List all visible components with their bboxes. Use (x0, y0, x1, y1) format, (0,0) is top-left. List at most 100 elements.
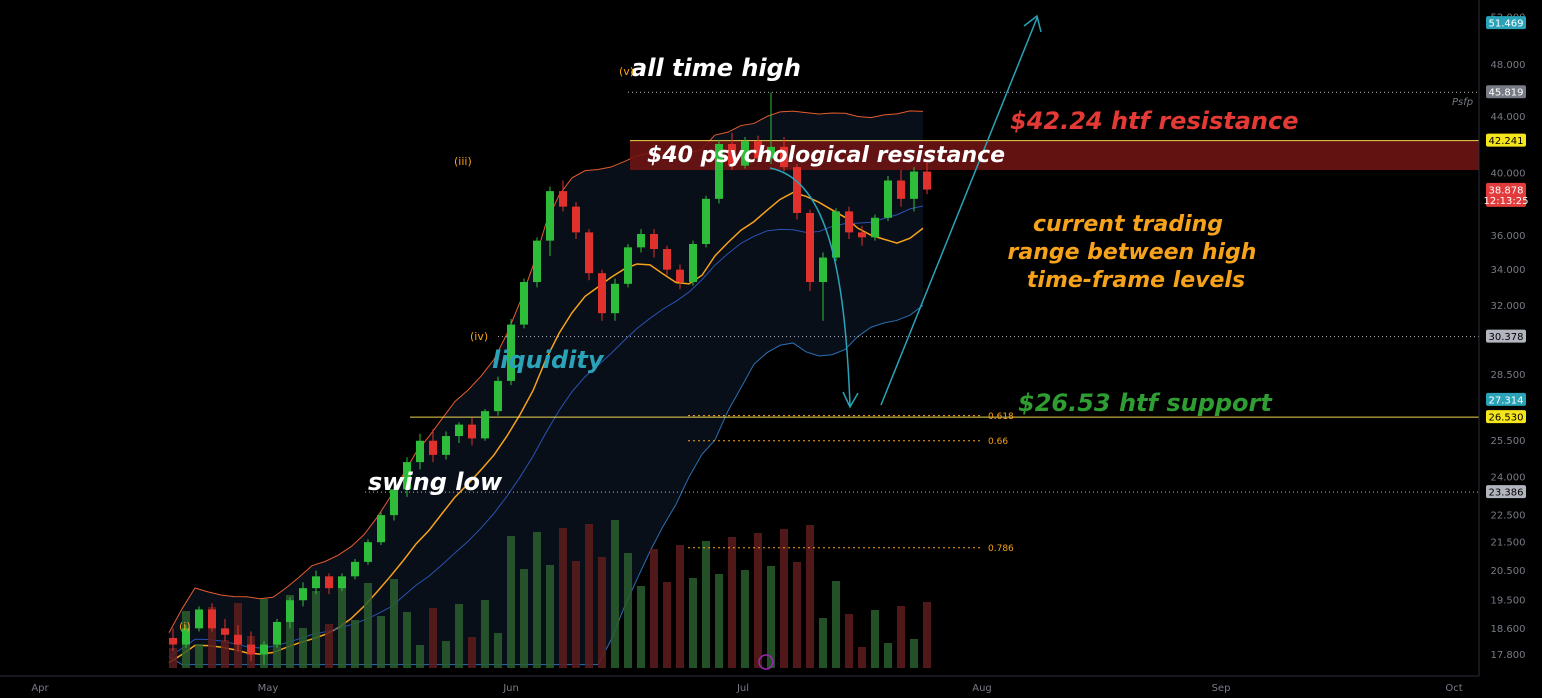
htf-support-label: $26.53 htf support (1018, 389, 1273, 417)
volume-bar (338, 587, 346, 668)
candle-body (728, 144, 736, 166)
wave-iv-label: (iv) (470, 330, 488, 343)
candle-body (923, 171, 931, 190)
candle-body (754, 141, 762, 159)
candle-body (806, 212, 814, 283)
price-tick-label: 17.800 (1491, 650, 1526, 661)
candle-body (897, 180, 905, 199)
time-axis: Apr May Jun Jul Aug Sep Oct (0, 675, 1479, 694)
volume-bar (494, 633, 502, 668)
candle-body (442, 436, 450, 455)
candle-body (299, 588, 307, 601)
candle-body (676, 269, 684, 283)
volume-bar (780, 529, 788, 668)
volume-bar (559, 528, 567, 668)
countdown-label: 12:13:25 (1484, 196, 1529, 207)
candle-body (481, 411, 489, 439)
price-tick-label: 32.000 (1491, 301, 1526, 312)
volume-bar (403, 612, 411, 668)
volume-bar (897, 606, 905, 668)
volume-bar (325, 624, 333, 668)
price-tick-label: 44.000 (1491, 112, 1526, 123)
volume-bar (767, 566, 775, 668)
volume-bar (702, 541, 710, 668)
candle-body (598, 273, 606, 314)
price-tick-label: 28.500 (1491, 370, 1526, 381)
price-tick-label: 19.500 (1491, 596, 1526, 607)
candle-body (494, 380, 502, 412)
candle-body (273, 621, 281, 645)
candle-body (520, 282, 528, 325)
candle-body (819, 257, 827, 283)
volume-bar (871, 610, 879, 668)
candle-body (429, 440, 437, 455)
volume-bar (364, 583, 372, 668)
candle-body (689, 243, 697, 283)
candle-body (767, 146, 775, 159)
candle-body (858, 232, 866, 238)
price-tick-label: 34.000 (1491, 265, 1526, 276)
volume-bar (858, 647, 866, 668)
volume-bars (169, 520, 931, 668)
price-tick-label: 24.000 (1491, 472, 1526, 483)
volume-bar (689, 578, 697, 668)
volume-bar (416, 645, 424, 668)
volume-bar (481, 600, 489, 668)
candle-body (884, 180, 892, 218)
band-fill (169, 110, 923, 665)
price-tick-label: 25.500 (1491, 436, 1526, 447)
price-tag-label: 26.530 (1489, 413, 1524, 424)
candle-body (351, 561, 359, 577)
volume-bar (260, 599, 268, 668)
volume-bar (507, 536, 515, 668)
volume-bar (884, 643, 892, 668)
candle-body (663, 249, 671, 270)
volume-bar (806, 525, 814, 668)
volume-bar (273, 632, 281, 668)
price-tag (1486, 85, 1526, 99)
candle-body (286, 600, 294, 622)
price-tag (1486, 182, 1526, 207)
volume-bar (377, 616, 385, 668)
candle-body (195, 609, 203, 629)
candle-body (403, 462, 411, 490)
wave-v-label: (v) (619, 65, 634, 78)
projection-arrows (769, 14, 1042, 409)
wave-i-label: (i) (179, 620, 191, 633)
down-arrowhead (842, 391, 859, 409)
volume-bar (455, 604, 463, 668)
swing-low-label: swing low (368, 468, 503, 496)
down-projection-arrow (769, 167, 851, 406)
candle-body (910, 171, 918, 199)
candle-body (338, 576, 346, 589)
candle-body (793, 167, 801, 213)
time-tick-label: Apr (31, 683, 49, 694)
candle-body (390, 489, 398, 516)
volume-bar (533, 532, 541, 668)
volume-bar (819, 618, 827, 668)
volume-bar (598, 557, 606, 668)
candle-body (416, 440, 424, 463)
price-tick-label: 18.600 (1491, 624, 1526, 635)
price-tag-label: 51.469 (1489, 19, 1524, 30)
psfp-label: Psfp (1452, 97, 1473, 108)
chart-annotations: all time high $40 psychological resistanc… (179, 54, 1299, 670)
price-tick-label: 20.500 (1491, 566, 1526, 577)
lightning-icon[interactable] (758, 654, 774, 670)
volume-bar (520, 569, 528, 668)
price-tag-label: 42.241 (1489, 136, 1524, 147)
volume-bar (585, 524, 593, 668)
candle-body (845, 211, 853, 233)
candle-body (325, 576, 333, 589)
volume-bar (572, 561, 580, 668)
volume-bar (208, 607, 216, 668)
candle-body (260, 644, 268, 655)
candle-body (546, 191, 554, 241)
candle-body (650, 234, 658, 250)
trading-range-line1: current trading (1033, 212, 1223, 237)
price-tag-label: 38.878 (1489, 185, 1524, 196)
volume-bar (728, 537, 736, 668)
volume-bar (299, 628, 307, 668)
price-tag (1486, 16, 1526, 30)
